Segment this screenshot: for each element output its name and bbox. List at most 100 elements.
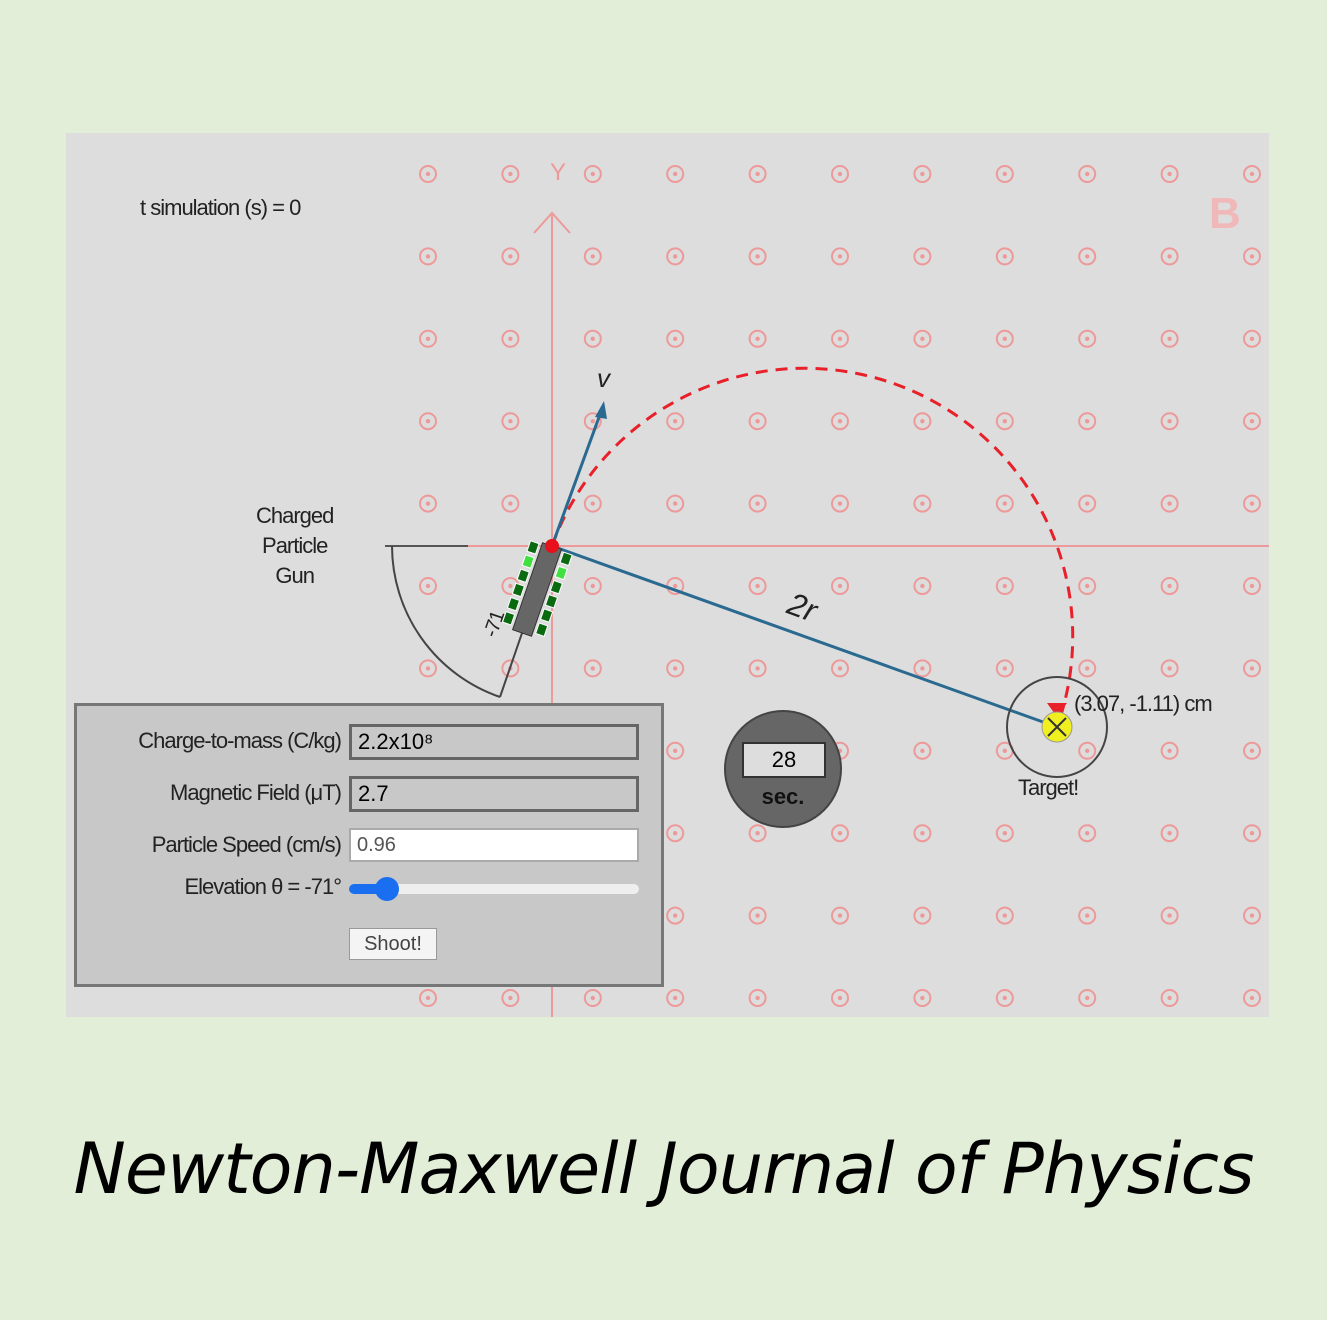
field-out-of-page-icon (913, 577, 932, 595)
field-out-of-page-icon (666, 329, 685, 348)
field-out-of-page-icon (666, 165, 685, 183)
gun-led (554, 565, 568, 581)
timer-unit: sec. (761, 784, 805, 809)
field-out-of-page-icon (913, 989, 932, 1007)
field-out-of-page-icon (1078, 247, 1097, 266)
charged-particle (545, 539, 559, 553)
field-out-of-page-icon (1160, 577, 1179, 595)
field-out-of-page-icon (913, 659, 932, 678)
field-out-of-page-icon (666, 824, 685, 843)
shoot-button[interactable]: Shoot! (349, 928, 437, 960)
simulation-canvas: t simulation (s) = 0 B Y v 2r Charged Pa… (66, 133, 1269, 1017)
gun-led (501, 611, 516, 626)
elevation-row: Elevation θ = -71° (77, 874, 661, 912)
magnetic-field-label: Magnetic Field (μT) (170, 780, 342, 805)
field-out-of-page-icon (501, 165, 520, 183)
field-out-of-page-icon (1160, 494, 1179, 513)
field-out-of-page-icon (583, 659, 602, 678)
field-out-of-page-icon (1160, 165, 1179, 183)
field-out-of-page-icon (748, 577, 767, 595)
target-cross-icon (1047, 717, 1067, 737)
field-out-of-page-icon (419, 165, 437, 183)
control-panel: Charge-to-mass (C/kg) 2.2x10⁸ Magnetic F… (74, 703, 664, 987)
field-out-of-page-icon (1243, 329, 1261, 348)
speed-label: Particle Speed (cm/s) (151, 832, 342, 857)
field-out-of-page-icon (913, 824, 932, 843)
elevation-slider[interactable] (349, 877, 639, 901)
speed-input[interactable]: 0.96 (349, 828, 639, 862)
trajectory-path (550, 366, 1075, 728)
magnetic-field-row: Magnetic Field (μT) 2.7 (77, 776, 661, 812)
field-out-of-page-icon (419, 494, 437, 513)
field-out-of-page-icon (913, 247, 932, 266)
field-out-of-page-icon (831, 906, 849, 925)
gun-label-line: Particle (262, 533, 328, 558)
timer: 28 sec. (724, 710, 842, 828)
field-out-of-page-icon (995, 329, 1014, 348)
field-out-of-page-icon (1243, 741, 1261, 760)
field-out-of-page-icon (995, 906, 1014, 925)
field-out-of-page-icon (1243, 247, 1261, 266)
field-out-of-page-icon (1160, 906, 1179, 925)
field-out-of-page-icon (748, 329, 767, 348)
field-out-of-page-icon (583, 412, 602, 431)
field-out-of-page-icon (1078, 494, 1097, 513)
field-out-of-page-icon (1078, 165, 1097, 183)
field-out-of-page-icon (1243, 659, 1261, 678)
field-out-of-page-icon (995, 989, 1014, 1007)
field-out-of-page-icon (748, 247, 767, 266)
field-out-of-page-icon (419, 329, 437, 348)
field-out-of-page-icon (831, 329, 849, 348)
field-out-of-page-icon (748, 412, 767, 431)
field-out-of-page-icon (831, 989, 849, 1007)
field-out-of-page-icon (583, 165, 602, 183)
elevation-label: Elevation θ = -71° (184, 874, 342, 899)
field-out-of-page-icon (995, 165, 1014, 183)
field-out-of-page-icon (831, 577, 849, 595)
target-ring (1006, 676, 1108, 778)
field-out-of-page-icon (583, 329, 602, 348)
field-out-of-page-icon (1243, 906, 1261, 925)
charge-to-mass-field: 2.2x10⁸ (349, 724, 639, 760)
velocity-vector (550, 408, 604, 547)
velocity-label: v (597, 363, 610, 393)
gun-led (559, 551, 573, 567)
field-out-of-page-icon (666, 906, 685, 925)
angle-arc (391, 545, 501, 698)
field-out-of-page-icon (1078, 906, 1097, 925)
y-axis-arrowhead (533, 211, 571, 234)
field-out-of-page-icon (1243, 577, 1261, 595)
field-out-of-page-icon (995, 247, 1014, 266)
field-out-of-page-icon (419, 412, 437, 431)
field-out-of-page-icon (666, 659, 685, 678)
field-out-of-page-icon (419, 577, 437, 595)
field-out-of-page-icon (501, 329, 520, 348)
gun-led (539, 608, 554, 623)
field-out-of-page-icon (913, 741, 932, 760)
magnetic-field-label: B (1209, 189, 1241, 238)
field-out-of-page-icon (1160, 412, 1179, 431)
field-out-of-page-icon (666, 741, 685, 760)
diameter-line (551, 544, 1058, 729)
field-out-of-page-icon (831, 412, 849, 431)
gun-label-line: Charged (256, 503, 334, 528)
gun-led (535, 622, 549, 638)
journal-title: Newton-Maxwell Journal of Physics (73, 1128, 1255, 1210)
field-out-of-page-icon (583, 247, 602, 266)
field-out-of-page-icon (1243, 989, 1261, 1007)
field-out-of-page-icon (913, 165, 932, 183)
field-out-of-page-icon (913, 329, 932, 348)
gun-led (549, 579, 564, 595)
elevation-slider-knob[interactable] (375, 877, 399, 901)
trajectory-arrowhead (1047, 703, 1067, 717)
field-out-of-page-icon (1078, 329, 1097, 348)
gun-label-line: Gun (275, 563, 315, 588)
magnetic-field-field: 2.7 (349, 776, 639, 812)
target-coordinates: (3.07, -1.11) cm (1074, 691, 1213, 716)
timer-value: 28 (742, 742, 826, 778)
field-out-of-page-icon (995, 824, 1014, 843)
field-out-of-page-icon (1160, 247, 1179, 266)
field-out-of-page-icon (748, 989, 767, 1007)
field-out-of-page-icon (748, 824, 767, 843)
y-axis-label: Y (550, 159, 567, 186)
